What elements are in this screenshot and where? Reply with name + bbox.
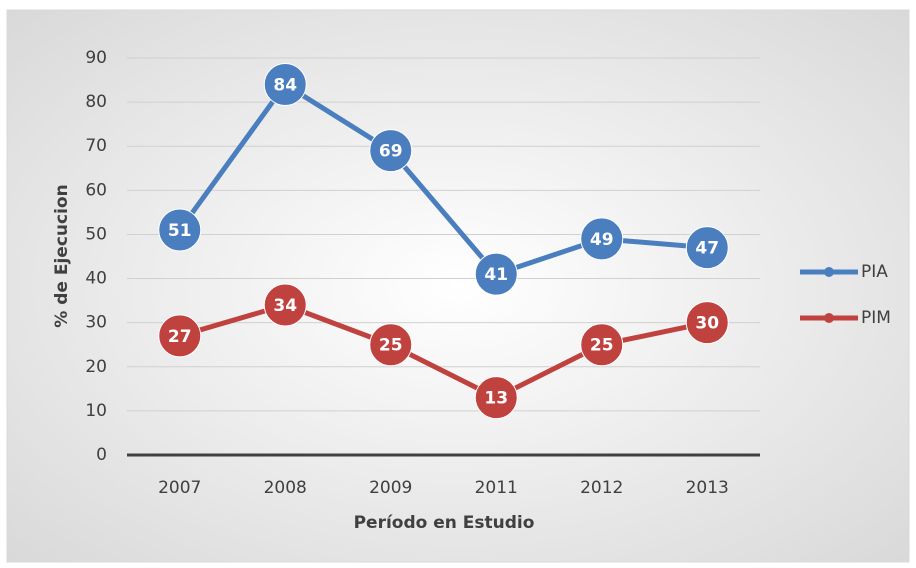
data-label: 30 (695, 314, 719, 334)
data-label: 25 (379, 336, 403, 356)
x-axis-label: Período en Estudio (354, 513, 535, 533)
data-point (263, 62, 307, 106)
data-label: 51 (168, 221, 192, 241)
x-tick-label: 2008 (264, 478, 307, 498)
data-point (474, 252, 518, 296)
x-tick-label: 2013 (686, 478, 729, 498)
data-label: 41 (484, 265, 508, 285)
y-tick-label: 60 (85, 180, 107, 200)
data-label: 69 (379, 142, 403, 162)
data-point (263, 283, 307, 327)
y-tick-label: 50 (85, 224, 107, 244)
data-point (158, 208, 202, 252)
legend-label: PIA (861, 262, 888, 282)
y-tick-label: 80 (85, 92, 107, 112)
y-tick-label: 20 (85, 357, 107, 377)
data-label: 34 (273, 296, 297, 316)
data-point (369, 129, 413, 173)
y-tick-label: 10 (85, 401, 107, 421)
data-label: 49 (590, 230, 614, 250)
x-tick-label: 2007 (158, 478, 201, 498)
x-tick-label: 2012 (580, 478, 623, 498)
y-tick-label: 0 (96, 445, 107, 465)
y-axis-label: % de Ejecucion (52, 184, 72, 327)
x-tick-label: 2011 (475, 478, 518, 498)
data-point (685, 301, 729, 345)
data-point (685, 226, 729, 270)
legend-marker (824, 267, 834, 277)
data-point (369, 323, 413, 367)
data-label: 84 (273, 75, 297, 95)
data-point (580, 323, 624, 367)
data-label: 25 (590, 336, 614, 356)
data-point (158, 314, 202, 358)
y-tick-label: 70 (85, 136, 107, 156)
legend-marker (824, 313, 834, 323)
x-tick-label: 2009 (369, 478, 412, 498)
y-tick-label: 90 (85, 48, 107, 68)
chart-background (6, 9, 910, 563)
data-point (474, 376, 518, 420)
y-tick-label: 40 (85, 269, 107, 289)
legend-label: PIM (861, 308, 891, 328)
data-point (580, 217, 624, 261)
data-label: 27 (168, 327, 192, 347)
data-label: 47 (695, 239, 719, 259)
y-tick-label: 30 (85, 313, 107, 333)
data-label: 13 (484, 389, 508, 409)
